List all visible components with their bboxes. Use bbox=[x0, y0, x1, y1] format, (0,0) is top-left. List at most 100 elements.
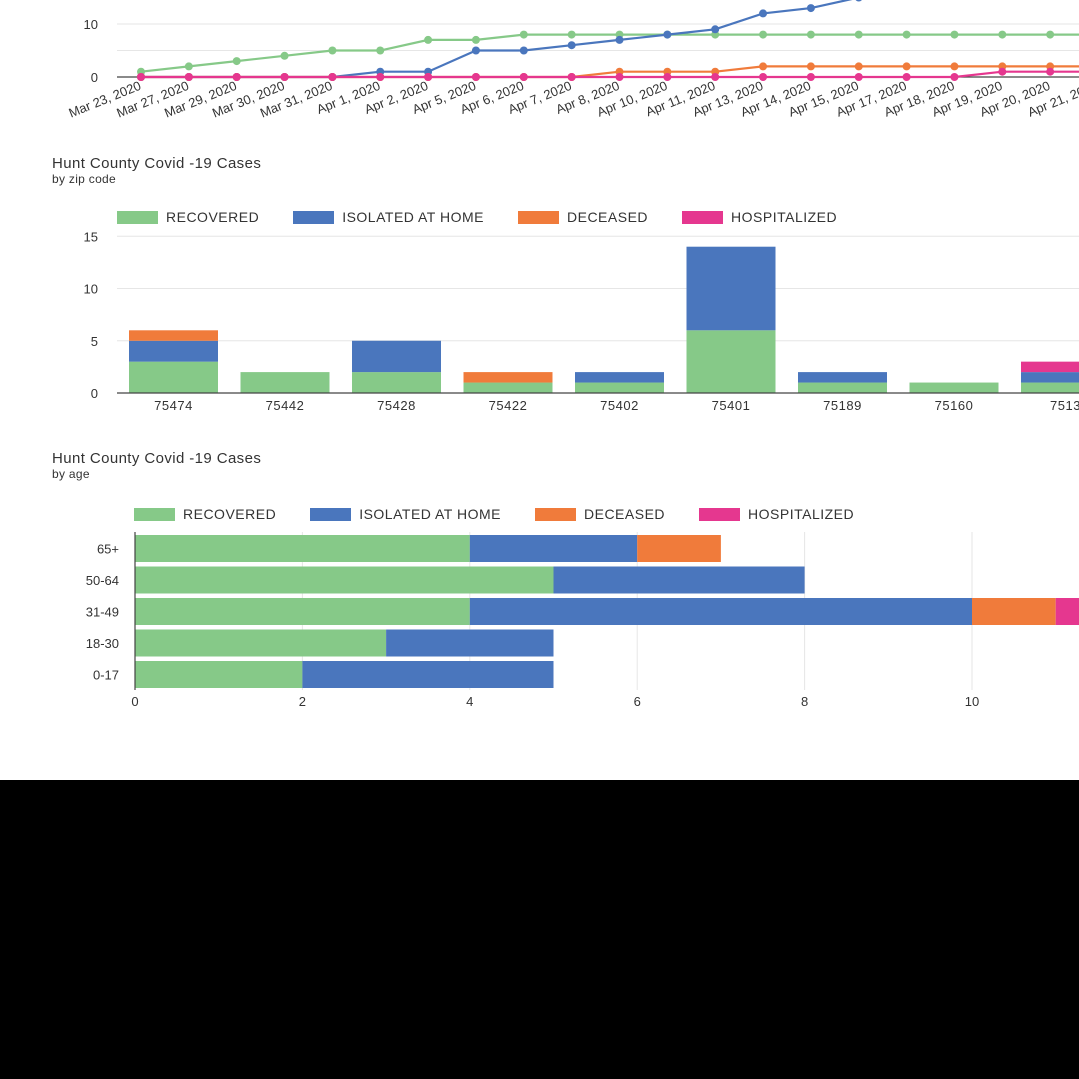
bar-segment-deceased bbox=[637, 535, 721, 562]
data-point-isolated bbox=[567, 41, 576, 50]
legend-label-hospitalized: HOSPITALIZED bbox=[731, 209, 838, 225]
y-tick-label: 65+ bbox=[97, 542, 119, 557]
age-legend: RECOVERED ISOLATED AT HOME DECEASED HOSP… bbox=[134, 506, 888, 522]
bar-segment-recovered bbox=[1021, 382, 1079, 393]
data-point-recovered bbox=[280, 51, 289, 60]
bar-segment-recovered bbox=[129, 361, 218, 393]
bar-segment-hospitalized bbox=[1055, 598, 1079, 625]
data-point-recovered bbox=[806, 30, 815, 39]
hospitalized-swatch bbox=[682, 210, 724, 224]
y-tick-label: 10 bbox=[84, 17, 98, 32]
zip-chart-subtitle: by zip code bbox=[52, 172, 117, 186]
bar-segment-isolated bbox=[553, 566, 805, 594]
data-point-recovered bbox=[184, 62, 193, 71]
data-point-recovered bbox=[328, 46, 337, 55]
data-point-recovered bbox=[519, 30, 528, 39]
x-tick-label: 75401 bbox=[712, 398, 751, 413]
legend-label-deceased: DECEASED bbox=[567, 209, 649, 225]
legend-item-deceased: DECEASED bbox=[535, 506, 665, 522]
legend-label-hospitalized: HOSPITALIZED bbox=[748, 506, 855, 522]
bar-segment-recovered bbox=[686, 330, 776, 393]
recovered-swatch bbox=[134, 507, 175, 521]
data-point-deceased bbox=[902, 62, 911, 71]
bar-segment-isolated bbox=[469, 598, 972, 625]
bar-segment-recovered bbox=[575, 382, 664, 393]
bar-segment-isolated bbox=[686, 246, 776, 331]
data-point-hospitalized bbox=[615, 73, 624, 81]
data-point-isolated bbox=[471, 46, 480, 55]
legend-label-recovered: RECOVERED bbox=[183, 506, 277, 522]
bar-segment-recovered bbox=[352, 372, 441, 393]
data-point-recovered bbox=[232, 57, 241, 66]
legend-item-recovered: RECOVERED bbox=[117, 209, 259, 225]
legend-label-isolated: ISOLATED AT HOME bbox=[359, 506, 501, 522]
bar-segment-recovered bbox=[135, 629, 387, 657]
data-point-isolated bbox=[663, 30, 672, 39]
bar-segment-isolated bbox=[302, 661, 554, 688]
data-point-hospitalized bbox=[376, 73, 385, 81]
data-point-hospitalized bbox=[137, 73, 145, 81]
bar-segment-isolated bbox=[575, 372, 664, 383]
bar-segment-isolated bbox=[386, 629, 554, 657]
data-point-recovered bbox=[567, 30, 576, 39]
data-point-hospitalized bbox=[998, 67, 1007, 76]
chart-canvas: 0 10 Mar 23, 2020 Mar 27, 2020 Mar 29, 2020 M… bbox=[0, 0, 1079, 780]
x-tick-label: 7513 bbox=[1050, 398, 1079, 413]
age-chart-subtitle: by age bbox=[52, 467, 90, 481]
data-point-isolated bbox=[519, 46, 528, 55]
isolated-swatch bbox=[293, 210, 335, 224]
data-point-recovered bbox=[950, 30, 959, 39]
zip-chart-title: Hunt County Covid -19 Cases bbox=[52, 155, 262, 172]
data-point-isolated bbox=[759, 9, 768, 18]
age-chart-title: Hunt County Covid -19 Cases bbox=[52, 450, 262, 467]
data-point-hospitalized bbox=[711, 73, 720, 81]
data-point-hospitalized bbox=[519, 73, 528, 81]
data-point-hospitalized bbox=[759, 73, 768, 81]
data-point-hospitalized bbox=[663, 73, 672, 81]
y-tick-label: 31-49 bbox=[86, 605, 119, 620]
data-point-hospitalized bbox=[280, 73, 289, 81]
series-line-recovered bbox=[140, 33, 1079, 73]
data-point-hospitalized bbox=[424, 73, 433, 81]
x-tick-label: 75160 bbox=[935, 398, 974, 413]
zip-legend: RECOVERED ISOLATED AT HOME DECEASED HOSP… bbox=[117, 209, 871, 225]
data-point-hospitalized bbox=[567, 73, 576, 81]
x-tick-label: 2 bbox=[299, 694, 306, 709]
data-point-recovered bbox=[424, 35, 433, 44]
data-point-isolated bbox=[615, 35, 624, 44]
bar-segment-recovered bbox=[135, 566, 554, 594]
data-point-hospitalized bbox=[806, 73, 815, 81]
data-point-hospitalized bbox=[328, 73, 337, 81]
bar-segment-recovered bbox=[135, 661, 303, 688]
y-tick-label: 5 bbox=[91, 334, 98, 349]
data-point-deceased bbox=[806, 62, 815, 71]
data-point-hospitalized bbox=[1046, 67, 1055, 76]
bar-segment-hospitalized bbox=[1021, 361, 1079, 373]
data-point-isolated bbox=[711, 25, 720, 34]
hospitalized-swatch bbox=[699, 507, 741, 521]
bar-segment-isolated bbox=[798, 372, 887, 383]
data-point-deceased bbox=[854, 62, 863, 71]
series-line-hospitalized bbox=[141, 70, 1079, 79]
x-tick-label: 75442 bbox=[266, 398, 305, 413]
x-tick-label: 10 bbox=[965, 694, 979, 709]
recovered-swatch bbox=[117, 210, 158, 224]
x-tick-label: 75402 bbox=[600, 398, 639, 413]
bar-segment-deceased bbox=[129, 330, 218, 341]
y-tick-label: 0-17 bbox=[93, 668, 119, 683]
legend-item-hospitalized: HOSPITALIZED bbox=[682, 209, 837, 225]
bar-segment-recovered bbox=[240, 372, 330, 393]
legend-label-deceased: DECEASED bbox=[584, 506, 666, 522]
bar-segment-recovered bbox=[463, 382, 553, 393]
data-point-recovered bbox=[759, 30, 768, 39]
bar-segment-isolated bbox=[129, 340, 218, 362]
data-point-deceased bbox=[759, 62, 768, 71]
y-tick-label: 10 bbox=[84, 282, 98, 297]
zip-bar-chart: 0 5 10 15 75474 75442 75428 75422 75402 75401 7518… bbox=[84, 229, 1079, 413]
legend-item-deceased: DECEASED bbox=[518, 209, 648, 225]
data-point-hospitalized bbox=[232, 73, 241, 81]
legend-label-isolated: ISOLATED AT HOME bbox=[342, 209, 484, 225]
y-tick-label: 0 bbox=[91, 386, 98, 401]
bar-segment-recovered bbox=[909, 382, 999, 393]
